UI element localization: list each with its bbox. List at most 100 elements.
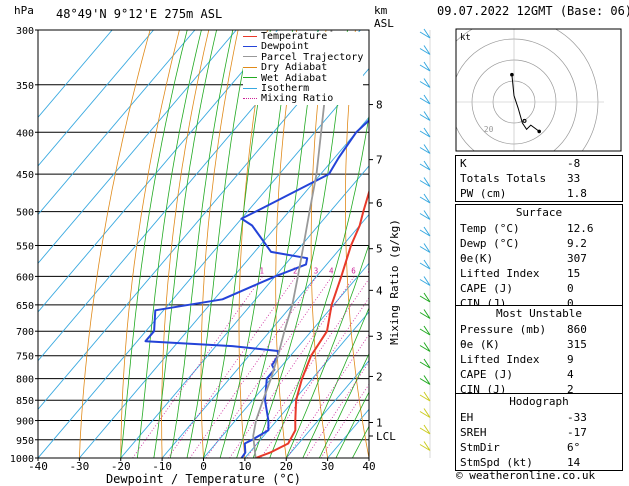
- wind-barb: [419, 45, 431, 55]
- legend-entry: Dry Adiabat: [243, 63, 363, 73]
- pressure-tick-label: 300: [16, 26, 34, 37]
- hodograph-point: [537, 129, 541, 134]
- legend-swatch: [243, 87, 257, 89]
- wet-adiabat: [269, 113, 369, 458]
- hodograph-label: StmSpd (kt): [460, 456, 533, 469]
- dry-adiabat: [79, 30, 151, 458]
- isotherm: [38, 30, 154, 167]
- hodograph-row: StmSpd (kt) 14: [456, 455, 622, 470]
- hodograph-title: kt: [460, 33, 471, 43]
- index-value: 33: [567, 172, 581, 185]
- hodograph-point: [510, 72, 514, 77]
- wind-barb: [419, 160, 431, 171]
- unstable-label: θe (K): [460, 338, 500, 351]
- isotherm: [38, 30, 279, 313]
- dry-adiabat: [275, 30, 298, 458]
- mixing-ratio-line: [132, 276, 263, 458]
- surface-label: θe(K): [460, 252, 494, 265]
- pressure-tick-label: 400: [16, 128, 34, 139]
- hodograph-value: -33: [567, 411, 587, 424]
- pressure-tick-label: 450: [16, 170, 34, 181]
- mixing-ratio-label: 6: [351, 266, 356, 275]
- wind-barb: [419, 342, 431, 352]
- unstable-label: Pressure (mb): [460, 323, 547, 336]
- isotherm: [161, 213, 369, 458]
- hodograph-row: SREH -17: [456, 425, 622, 440]
- pressure-tick-label: 500: [16, 208, 34, 219]
- surface-label: CAPE (J): [460, 282, 513, 295]
- hodograph-label: StmDir: [460, 441, 500, 454]
- legend-entry: Temperature: [243, 31, 363, 42]
- legend-entry: Wet Adiabat: [243, 72, 363, 84]
- legend: Temperature Dewpoint Parcel Trajectory Dry …: [243, 31, 364, 105]
- hodograph-label: SREH: [460, 426, 487, 439]
- legend-entry: Mixing Ratio: [243, 94, 363, 104]
- index-label: PW (cm): [460, 187, 507, 200]
- index-row: K -8: [456, 156, 622, 171]
- unstable-label: Lifted Index: [460, 353, 540, 366]
- index-value: 1.8: [567, 187, 587, 200]
- wind-barb: [419, 309, 431, 319]
- wind-barb: [419, 391, 431, 402]
- legend-swatch: [243, 66, 257, 68]
- pressure-tick-label: 850: [16, 396, 34, 407]
- run-date: 09.07.2022 12GMT (Base: 06): [437, 4, 629, 18]
- temperature-tick-label: -20: [111, 460, 131, 473]
- temperature-tick-label: -30: [69, 460, 89, 473]
- legend-label: Isotherm: [261, 83, 310, 95]
- surface-value: 9.2: [567, 237, 587, 250]
- legend-swatch: [243, 45, 257, 47]
- unstable-row: CAPE (J) 4: [456, 367, 622, 382]
- isotherm: [38, 30, 196, 216]
- dry-adiabat: [411, 30, 452, 458]
- surface-row: Lifted Index 15: [456, 266, 622, 281]
- wind-barb: [419, 243, 431, 253]
- indices-table: K -8 Totals Totals 33 PW (cm) 1.8: [455, 155, 623, 202]
- surface-row: θe(K) 307: [456, 251, 622, 266]
- mixing-ratio-line: [246, 278, 369, 458]
- unstable-value: 860: [567, 323, 587, 336]
- mixing-ratio-line: [167, 276, 297, 458]
- wind-barb: [419, 111, 431, 121]
- isotherm: [38, 30, 113, 118]
- wet-adiabat: [318, 352, 369, 458]
- km-tick-label: 3: [376, 330, 383, 343]
- legend-entry: Dewpoint: [243, 42, 363, 52]
- legend-swatch: [243, 77, 257, 79]
- wet-adiabat: [335, 391, 369, 458]
- wet-adiabat: [236, 30, 319, 458]
- dry-adiabat: [161, 30, 210, 458]
- mixing-ratio-line: [229, 276, 355, 458]
- temperature-tick-label: -40: [28, 460, 48, 473]
- wet-adiabat: [302, 306, 369, 458]
- wind-barb: [419, 61, 431, 72]
- wind-barb: [419, 177, 431, 187]
- wet-adiabat: [203, 30, 271, 458]
- unstable-value: 9: [567, 353, 574, 366]
- hodograph-value: 6°: [567, 441, 581, 454]
- legend-label: Wet Adiabat: [261, 72, 328, 84]
- pressure-tick-label: 950: [16, 436, 34, 447]
- wet-adiabat: [120, 30, 188, 458]
- surface-value: 15: [567, 267, 581, 280]
- wind-barb: [419, 375, 431, 385]
- wet-adiabat: [252, 30, 348, 458]
- km-tick-label: 4: [376, 284, 383, 297]
- wind-barb: [419, 276, 431, 286]
- pressure-tick-label: 600: [16, 272, 34, 283]
- legend-label: Mixing Ratio: [261, 93, 334, 105]
- surface-table: Surface Temp (°C) 12.6 Dewp (°C) 9.2 θe(K) 30…: [455, 204, 623, 312]
- series-line-dewpoint: [144, 119, 369, 458]
- surface-label: Lifted Index: [460, 267, 540, 280]
- temperature-tick-label: 40: [362, 460, 375, 473]
- pressure-tick-label: 800: [16, 375, 34, 386]
- temperature-tick-label: 30: [321, 460, 334, 473]
- legend-label: Dry Adiabat: [261, 62, 328, 74]
- hodograph-table: Hodograph EH -33 SREH -17 StmDir 6° StmSpd (kt…: [455, 393, 623, 471]
- asl-label: ASL: [374, 17, 394, 30]
- temperature-tick-label: -10: [152, 460, 172, 473]
- mixing-ratio-label: 8: [368, 266, 373, 275]
- pressure-tick-label: 700: [16, 327, 34, 338]
- most-unstable-title: Most Unstable: [495, 307, 583, 320]
